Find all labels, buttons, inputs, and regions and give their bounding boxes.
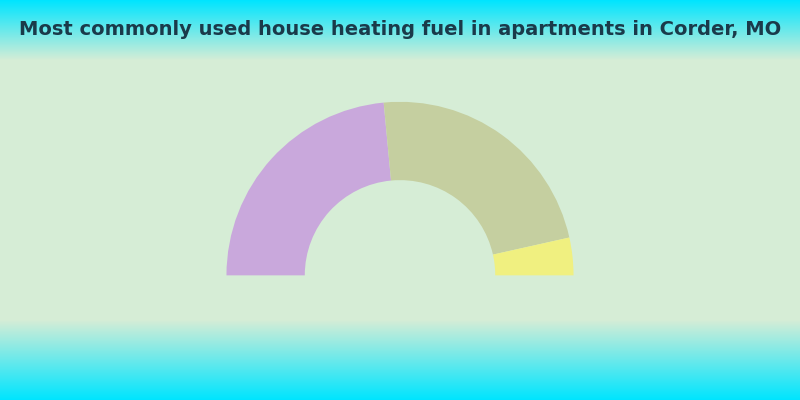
Text: Most commonly used house heating fuel in apartments in Corder, MO: Most commonly used house heating fuel in… bbox=[19, 20, 781, 39]
Wedge shape bbox=[493, 238, 574, 275]
Wedge shape bbox=[384, 102, 570, 254]
Wedge shape bbox=[226, 103, 391, 275]
